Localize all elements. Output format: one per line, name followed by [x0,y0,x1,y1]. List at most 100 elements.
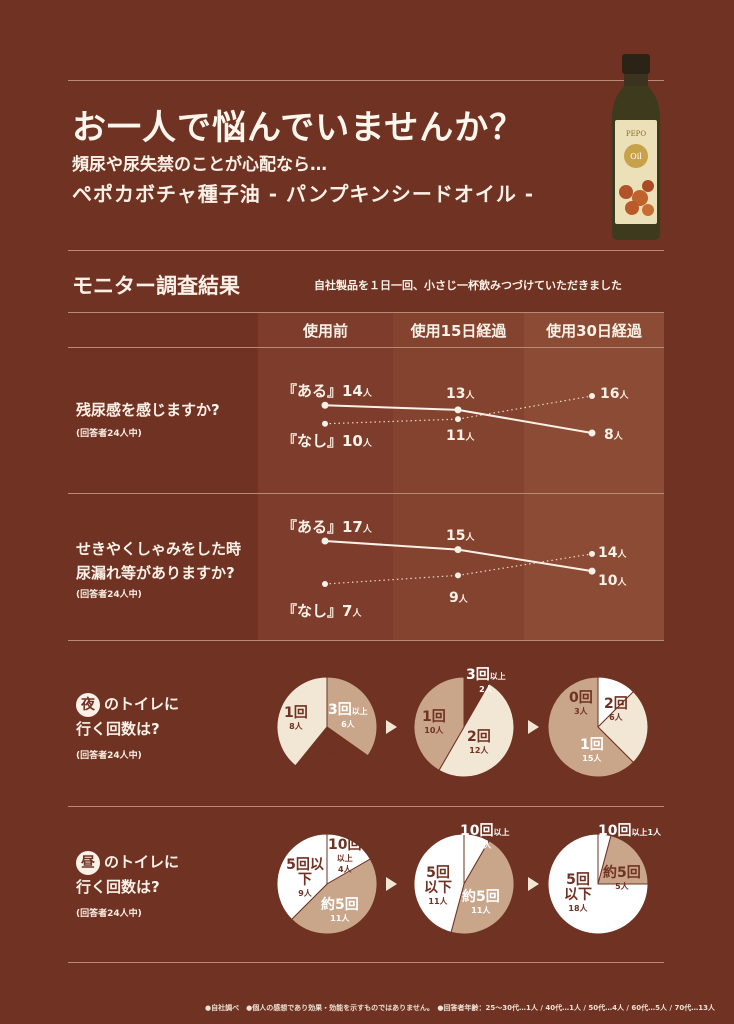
q1-aru-15-label: 13人 [446,386,475,402]
d2-slice-2-label: 約5回 11人 [462,889,500,916]
n3-slice-3-label: 1回 15人 [580,737,604,764]
arrow-right-icon [386,720,397,734]
q2-aru-point [588,567,596,575]
q2-nashi-point [322,581,328,587]
day-pie-2-slice-3 [413,833,465,933]
night-pie-3-slice-3 [547,676,635,778]
arrow-right-icon [528,720,539,734]
n2-slice-1-label: 3回以上 2人 [466,667,506,695]
n1-slice-1-label: 1回 8人 [284,705,308,732]
page-title: お一人で悩んでいませんか？ [72,108,525,148]
n2-slice-3-label: 1回 10人 [422,709,446,736]
night-question: 夜のトイレに 行く回数は? [76,692,179,741]
q2-nashi-30-label: 14人 [598,545,627,561]
d1-slice-1-label: 10回 以上 4人 [328,837,362,875]
q1-nashi-point [455,416,461,423]
d2-slice-1-label: 10回以上 2人 [460,823,510,851]
footer-note: ●自社調べ ●個人の感想であり効果・効能を示すものではありません。 ●回答者年齢… [205,1004,715,1012]
q2-nashi-label: 『なし』7人 [282,602,362,620]
q2-aru-label: 『ある』17人 [282,518,372,536]
q2-question: せきやくしゃみをした時 尿漏れ等がありますか? [76,537,241,585]
q1-aru-segment [457,408,593,434]
night-pie-3-slice-2 [597,690,649,764]
q2-aru-segment [457,548,593,573]
night-pie-2-slice-3 [413,676,465,771]
d1-slice-3-label: 5回以下 9人 [286,857,324,899]
day-question-line1: のトイレに [104,853,180,871]
q2-question-line1: せきやくしゃみをした時 [76,540,242,558]
q1-question: 残尿感を感じますか? [76,401,220,419]
n1-slice-2-label: 3回以上 6人 [328,702,368,730]
d2-slice-3-label: 5回以下 11人 [424,865,452,907]
n3-slice-1-label: 0回 3人 [569,690,593,717]
d3-slice-1-label: 10回以上1人 [598,823,662,839]
q2-nashi-15-label: 9人 [449,590,468,606]
n2-slice-2-label: 2回 12人 [467,729,491,756]
section-note: 自社製品を１日一回、小さじ一杯飲みつづけていただきました [314,279,622,292]
q1-aru-label: 『ある』14人 [282,382,372,400]
q1-nashi-segment [457,395,593,420]
day-pie-1-slice-2 [290,858,378,935]
q1-aru-segment [324,404,459,411]
divider [68,80,664,81]
arrow-right-icon [528,877,539,891]
column-30-bg [524,312,664,640]
q2-nashi-point [455,572,461,579]
column-15-bg [393,312,524,640]
day-pie-2-slice-2 [450,840,515,935]
day-respondents: (回答者24人中) [76,909,142,919]
column-header-before: 使用前 [302,322,348,340]
arrow-right-icon [386,877,397,891]
night-pie-2-slice-2 [438,683,515,778]
d1-slice-2-label: 約5回 11人 [321,897,359,924]
d3-slice-2-label: 約5回 5人 [603,865,641,892]
q1-aru-point [321,401,329,409]
day-pie-3-slice-3 [547,833,649,935]
q2-nashi-segment [457,553,593,576]
day-kanji-badge: 昼 [76,851,100,875]
bottle-brand: PEPO [626,130,647,138]
night-pie-1-slice-1 [326,676,378,757]
q1-aru-point [588,429,596,437]
bottle-label-text: Oil [630,152,642,161]
day-question-line2: 行く回数は? [76,878,160,896]
divider [68,312,664,313]
divider [68,640,664,641]
divider [68,806,664,807]
q1-nashi-30-label: 16人 [600,386,629,402]
q1-nashi-label: 『なし』10人 [282,432,372,450]
q1-nashi-point [589,393,595,399]
q1-nashi-15-label: 11人 [446,428,475,444]
q2-question-line2: 尿漏れ等がありますか? [76,564,235,582]
divider [68,250,664,251]
column-header-15: 使用15日経過 [410,322,507,340]
day-pie-1-slice-1 [326,833,371,885]
product-bottle: PEPO Oil [612,54,660,240]
divider [68,493,664,494]
n3-slice-2-label: 2回 6人 [604,696,628,723]
divider [68,347,664,348]
subtitle: 頻尿や尿失禁のことが心配なら… [72,155,327,175]
night-pie-1-slice-3 [276,676,328,767]
night-question-line2: 行く回数は? [76,720,160,738]
q1-respondents: (回答者24人中) [76,429,142,439]
d3-slice-3-label: 5回以下 18人 [564,872,592,914]
q2-nashi-point [589,550,595,557]
q2-aru-point [454,546,462,554]
section-title: モニター調査結果 [72,274,240,298]
q2-aru-15-label: 15人 [446,528,475,544]
night-question-line1: のトイレに [104,695,180,713]
day-pie-1-slice-3 [276,833,328,921]
day-question: 昼のトイレに 行く回数は? [76,850,179,899]
product-name: ペポカボチャ種子油 - パンプキンシードオイル - [72,182,535,206]
divider [68,962,664,963]
q2-aru-30-label: 10人 [598,573,627,589]
q2-aru-segment [324,540,459,551]
n1-slice-3-label: 2回 9人 [314,743,338,770]
night-pie-1-slice-2 [294,726,369,778]
q1-nashi-point [322,420,328,427]
night-respondents: (回答者24人中) [76,751,142,761]
